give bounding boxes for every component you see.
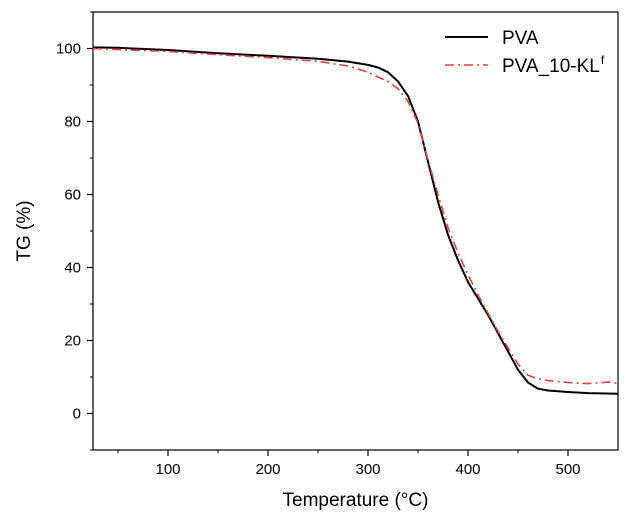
legend-label: PVA_10-KLf xyxy=(502,53,605,77)
legend: PVA PVA_10-KLf xyxy=(445,28,605,77)
plot-area xyxy=(92,11,619,451)
x-tick-label: 100 xyxy=(155,461,180,478)
y-tick-label: 20 xyxy=(64,333,81,350)
y-tick-label: 60 xyxy=(64,187,81,204)
y-tick-label: 100 xyxy=(56,41,81,58)
y-axis-ticks: 0 20 40 60 80 100 xyxy=(56,11,93,451)
y-tick-label: 80 xyxy=(64,114,81,131)
y-tick-label: 0 xyxy=(73,406,81,423)
x-tick-label: 300 xyxy=(355,461,380,478)
legend-superscript: f xyxy=(601,53,605,67)
x-axis-title: Temperature (°C) xyxy=(283,490,429,511)
x-tick-label: 200 xyxy=(255,461,280,478)
series-line-pva-10-kl xyxy=(93,47,618,385)
y-axis-title: TG (%) xyxy=(14,200,35,261)
x-axis-ticks: 100 200 300 400 500 xyxy=(117,450,581,478)
legend-label: PVA xyxy=(502,28,539,49)
y-tick-label: 40 xyxy=(64,260,81,277)
x-tick-label: 500 xyxy=(555,461,580,478)
series-line-pva xyxy=(93,46,618,395)
plot-frame xyxy=(92,11,619,451)
series-layer xyxy=(93,46,618,395)
x-tick-label: 400 xyxy=(455,461,480,478)
